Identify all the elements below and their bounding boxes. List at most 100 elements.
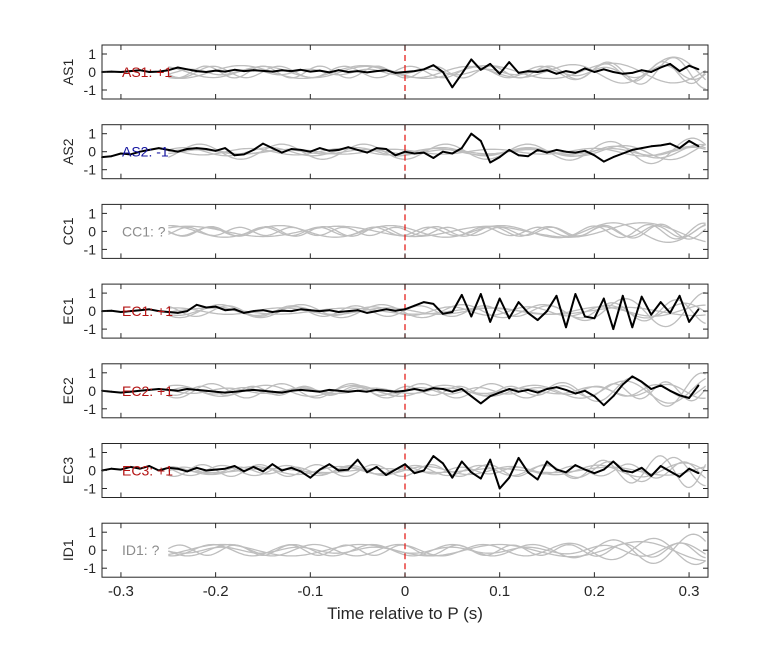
trace-point (555, 294, 558, 297)
trace-points (101, 455, 700, 490)
trace-point (290, 310, 293, 312)
trace-point (574, 72, 577, 74)
trace-point (413, 304, 416, 307)
trace-point (546, 151, 548, 154)
trace-point (224, 147, 227, 150)
trace-point (347, 390, 350, 393)
y-tick-label: 0 (88, 303, 96, 319)
trace-point (442, 150, 444, 153)
trace-point (527, 312, 529, 314)
trace-point (129, 70, 132, 72)
y-tick-label: -1 (84, 162, 97, 178)
trace-point (356, 70, 359, 72)
trace-point (139, 467, 141, 470)
trace-point (631, 72, 634, 74)
trace-point (243, 153, 245, 156)
trace-point (669, 312, 671, 314)
trace-point (574, 151, 577, 154)
trace-point (498, 297, 501, 300)
trace-point (602, 297, 605, 300)
trace-point (337, 389, 340, 392)
trace-point (139, 389, 141, 392)
background-trace-line (168, 222, 706, 240)
background-trace-line (168, 381, 707, 402)
y-tick-label: -1 (84, 560, 97, 576)
trace-point (640, 466, 643, 469)
trace-point (697, 145, 700, 148)
background-trace-line (168, 222, 706, 243)
trace-point (669, 63, 671, 65)
panel-ec1: EC1: +1 1 0 -1 EC1 (60, 283, 709, 339)
trace-point (621, 72, 624, 75)
trace-point (451, 476, 454, 479)
trace-point (186, 388, 189, 390)
background-traces (167, 222, 707, 243)
trace-point (442, 388, 444, 390)
trace-point (271, 390, 274, 393)
trace-point (536, 478, 539, 481)
background-trace-line (168, 291, 706, 328)
trace-point (546, 388, 548, 390)
trace-point (555, 468, 558, 471)
trace-point (205, 148, 208, 150)
y-tick-label: 1 (88, 205, 96, 221)
x-tick-label: 0.3 (679, 583, 700, 600)
panel-ec2: EC2: +1 1 0 -1 EC2 (60, 363, 709, 419)
trace-point (318, 468, 321, 471)
trace-point (347, 146, 350, 149)
trace-point (271, 147, 274, 150)
trace-point (394, 72, 397, 74)
trace-point (659, 66, 662, 69)
trace-point (176, 389, 179, 392)
trace-point (375, 70, 378, 72)
trace-point (129, 466, 132, 468)
trace-point (337, 149, 340, 151)
trace-point (139, 309, 141, 312)
y-tick-label: -1 (84, 241, 97, 257)
trace-point (612, 328, 615, 330)
trace-point (565, 389, 567, 391)
trace-point (290, 70, 293, 72)
trace-point (423, 151, 425, 154)
trace-point (299, 470, 302, 473)
panel-as1: AS1: +1 1 0 -1 AS1 (60, 44, 709, 100)
background-traces (168, 291, 706, 328)
trace-point (489, 63, 492, 65)
trace-point (442, 312, 444, 315)
trace-point (233, 154, 236, 157)
trace-point (593, 395, 596, 398)
trace-line (101, 375, 700, 407)
trace-point (366, 390, 368, 393)
trace-point (678, 475, 681, 478)
trace-point (555, 149, 558, 151)
trace-point (640, 380, 643, 383)
trace-point (404, 389, 406, 392)
trace-point (186, 68, 189, 71)
trace-point (195, 389, 198, 391)
background-trace-line (168, 533, 707, 565)
trace-point (214, 305, 217, 308)
trace-point (375, 466, 378, 468)
trace-point (678, 294, 681, 297)
trace-point (479, 68, 482, 71)
trace-point (167, 311, 170, 313)
trace-point (612, 156, 615, 159)
trace-point (536, 71, 539, 73)
trace-point (442, 462, 444, 465)
trace-point (479, 477, 482, 480)
trace-point (167, 69, 170, 72)
trace-point (489, 395, 492, 398)
trace-point (546, 460, 548, 463)
trace-point (669, 470, 671, 473)
trace-point (120, 152, 122, 155)
x-tick-label: -0.1 (297, 583, 323, 600)
trace-point (479, 140, 482, 142)
trace-point (432, 303, 435, 305)
trace-point (432, 64, 435, 67)
trace-point (584, 315, 586, 318)
trace-point (479, 293, 482, 295)
trace-annotation: AS1: +1 (122, 64, 172, 80)
trace-point (281, 69, 283, 72)
trace-line (101, 132, 699, 164)
background-traces (168, 137, 707, 165)
